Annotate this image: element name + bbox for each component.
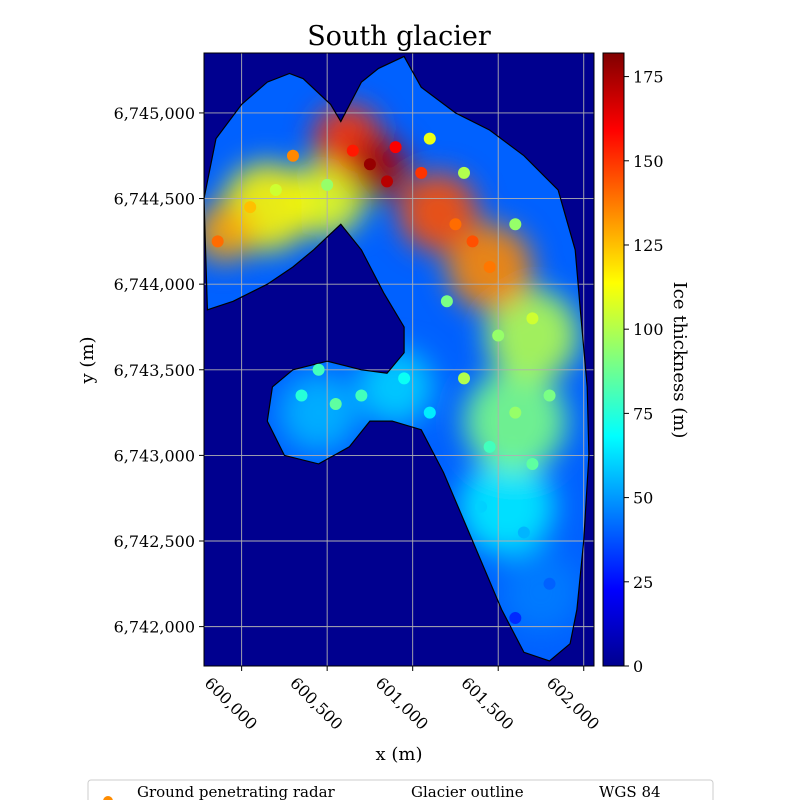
gpr-point bbox=[543, 577, 556, 590]
x-tick-label: 600,000 bbox=[201, 673, 261, 733]
gpr-point bbox=[211, 235, 224, 248]
y-tick-label: 6,742,000 bbox=[114, 618, 195, 637]
gpr-point bbox=[458, 372, 470, 385]
grid bbox=[204, 53, 594, 666]
legend: Ground penetrating radar Glacier outline… bbox=[87, 779, 714, 800]
thickness-field-fill bbox=[204, 56, 589, 661]
x-tick-label: 602,000 bbox=[543, 673, 603, 733]
gpr-point bbox=[286, 149, 299, 162]
gpr-point bbox=[483, 440, 496, 453]
gpr-point bbox=[321, 178, 334, 191]
gpr-point bbox=[509, 612, 522, 625]
gpr-point bbox=[543, 389, 556, 402]
gpr-point bbox=[329, 398, 342, 411]
x-tick-label: 601,500 bbox=[457, 673, 517, 733]
gpr-point bbox=[363, 158, 376, 171]
colorbar-tick-label: 50 bbox=[633, 489, 653, 508]
gpr-points bbox=[211, 132, 556, 625]
colorbar-tick-label: 0 bbox=[633, 657, 643, 676]
thickness-hotspot bbox=[501, 553, 581, 632]
gpr-point bbox=[381, 175, 394, 188]
gpr-point bbox=[492, 329, 505, 342]
colorbar-gradient bbox=[602, 52, 625, 667]
gpr-point bbox=[312, 363, 325, 376]
legend-entry-outline: Glacier outline bbox=[411, 783, 524, 800]
y-tick-label: 6,744,000 bbox=[114, 275, 195, 294]
gpr-point bbox=[475, 500, 488, 513]
gpr-point bbox=[517, 526, 530, 539]
x-tick-label: 601,000 bbox=[372, 673, 432, 733]
x-axis-label: x (m) bbox=[376, 744, 423, 765]
gpr-point bbox=[526, 457, 539, 470]
gpr-point bbox=[423, 406, 436, 419]
gpr-point bbox=[440, 295, 453, 308]
colorbar-tick-label: 150 bbox=[633, 152, 664, 171]
gpr-point bbox=[509, 406, 522, 419]
gpr-point bbox=[398, 372, 411, 385]
thickness-hotspot bbox=[399, 172, 478, 252]
thickness-hotspot bbox=[458, 458, 555, 555]
colorbar-ticks: 0 25 50 75 100 125 150 175 bbox=[624, 68, 664, 676]
x-axis-ticks: 600,000 600,500 601,000 601,500 602,000 bbox=[201, 666, 603, 734]
colorbar: 0 25 50 75 100 125 150 175 Ice thickness (m) bbox=[602, 52, 690, 676]
glacier-outline bbox=[204, 55, 590, 662]
colorbar-tick-label: 100 bbox=[633, 320, 664, 339]
legend-box bbox=[87, 779, 714, 800]
gpr-point bbox=[295, 389, 308, 402]
gpr-point bbox=[458, 166, 470, 179]
gpr-point bbox=[423, 132, 436, 145]
y-tick-label: 6,745,000 bbox=[114, 104, 195, 123]
gpr-point bbox=[526, 312, 539, 325]
y-axis-ticks: 6,742,000 6,742,500 6,743,000 6,743,500 6,74… bbox=[114, 104, 204, 637]
gpr-point bbox=[509, 218, 522, 231]
gpr-point bbox=[244, 201, 257, 214]
gpr-point bbox=[346, 144, 359, 157]
gpr-point bbox=[449, 218, 462, 231]
plot-area bbox=[204, 53, 594, 666]
x-tick-label: 600,500 bbox=[286, 673, 346, 733]
colorbar-tick-label: 175 bbox=[633, 68, 664, 87]
y-axis-label: y (m) bbox=[77, 336, 98, 384]
thickness-field bbox=[204, 56, 589, 661]
gpr-point bbox=[389, 141, 402, 154]
y-tick-label: 6,744,500 bbox=[114, 190, 195, 209]
colorbar-tick-label: 75 bbox=[633, 404, 653, 423]
colorbar-label: Ice thickness (m) bbox=[669, 282, 690, 439]
chart-title: South glacier bbox=[307, 21, 491, 52]
legend-entry-crs: WGS 84 bbox=[599, 783, 661, 800]
gpr-point bbox=[269, 183, 282, 196]
thickness-hotspot bbox=[464, 369, 567, 473]
colorbar-tick-label: 125 bbox=[633, 236, 664, 255]
thickness-hotspot bbox=[204, 203, 254, 262]
gpr-point bbox=[415, 166, 428, 179]
gpr-point bbox=[466, 235, 479, 248]
thickness-hotspot bbox=[486, 289, 579, 382]
gpr-point bbox=[483, 261, 496, 274]
legend-gpr-marker bbox=[103, 796, 113, 800]
plot-frame bbox=[203, 52, 595, 667]
legend-entry-gpr: Ground penetrating radar bbox=[137, 783, 336, 800]
y-tick-label: 6,742,500 bbox=[114, 532, 195, 551]
colorbar-tick-label: 25 bbox=[633, 573, 653, 592]
gpr-point bbox=[355, 389, 368, 402]
thickness-hotspots bbox=[204, 104, 581, 632]
y-tick-label: 6,743,000 bbox=[114, 446, 195, 465]
y-tick-label: 6,743,500 bbox=[114, 361, 195, 380]
thickness-hotspot bbox=[279, 373, 358, 452]
